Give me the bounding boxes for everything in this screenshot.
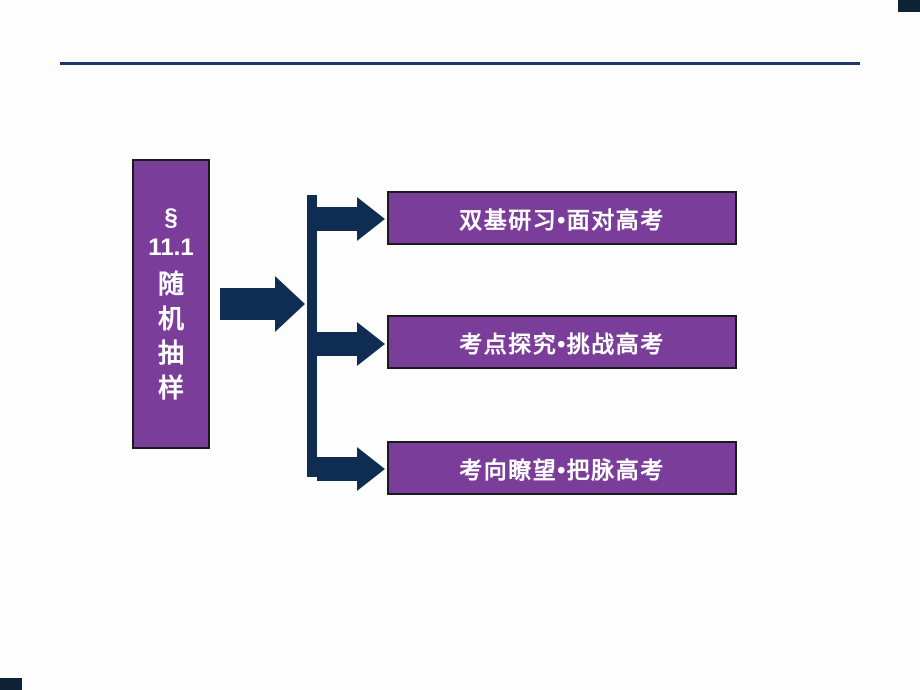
title-char-1: 机 <box>158 303 184 336</box>
slide: § 11.1 随 机 抽 样 双基研习•面对高考 考点探究•挑战高考 考向瞭望•… <box>0 0 920 690</box>
title-char-0: 随 <box>158 268 184 301</box>
section-number: 11.1 <box>148 234 193 262</box>
branch-box: 双基研习•面对高考 <box>387 191 737 245</box>
main-arrow-icon <box>220 276 305 332</box>
title-char-2: 抽 <box>158 337 184 370</box>
title-char-3: 样 <box>158 372 184 405</box>
chapter-title-box: § 11.1 随 机 抽 样 <box>132 159 210 449</box>
branch-label: 考点探究•挑战高考 <box>459 325 665 359</box>
branch-box: 考点探究•挑战高考 <box>387 315 737 369</box>
branch-arrow-icon <box>317 197 385 241</box>
top-divider <box>60 62 860 65</box>
branch-label: 考向瞭望•把脉高考 <box>459 451 665 485</box>
branch-arrow-icon <box>317 322 385 366</box>
vertical-connector <box>307 195 317 477</box>
section-symbol: § <box>164 204 177 232</box>
corner-accent-bl <box>0 678 22 690</box>
branch-label: 双基研习•面对高考 <box>459 201 665 235</box>
branch-box: 考向瞭望•把脉高考 <box>387 441 737 495</box>
branch-arrow-icon <box>317 447 385 491</box>
corner-accent-tr <box>898 0 920 12</box>
